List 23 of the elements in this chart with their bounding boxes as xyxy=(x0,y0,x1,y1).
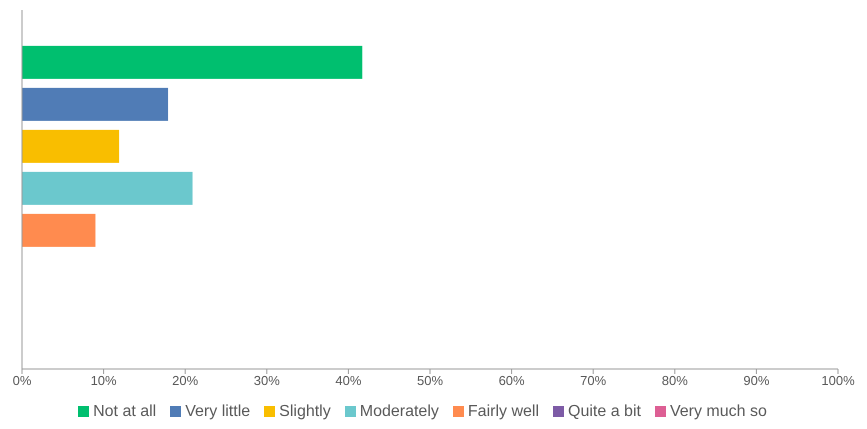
legend-label: Moderately xyxy=(360,403,439,420)
x-tick-label: 30% xyxy=(254,373,280,388)
x-tick-label: 50% xyxy=(416,373,444,388)
legend-label: Very little xyxy=(185,403,250,420)
bar xyxy=(22,130,120,163)
legend-label: Not at all xyxy=(93,403,156,420)
legend-label: Very much so xyxy=(670,403,767,420)
x-tick-label: 90% xyxy=(743,373,770,388)
x-tick-label: 20% xyxy=(172,373,199,388)
bar xyxy=(22,172,193,205)
x-tick-label: 60% xyxy=(498,373,526,388)
legend-label: Quite a bit xyxy=(568,403,641,420)
x-tick-label: 70% xyxy=(580,373,607,388)
bar xyxy=(22,214,96,247)
bar xyxy=(22,46,362,79)
legend-label: Fairly well xyxy=(468,403,540,420)
x-tick-label: 0% xyxy=(12,373,32,388)
x-tick-label: 40% xyxy=(335,373,362,388)
bar xyxy=(22,88,168,121)
x-tick-label: 80% xyxy=(662,373,688,388)
legend-label: Slightly xyxy=(279,403,331,420)
x-tick-label: 100% xyxy=(821,373,856,388)
x-tick-label: 10% xyxy=(90,373,118,388)
